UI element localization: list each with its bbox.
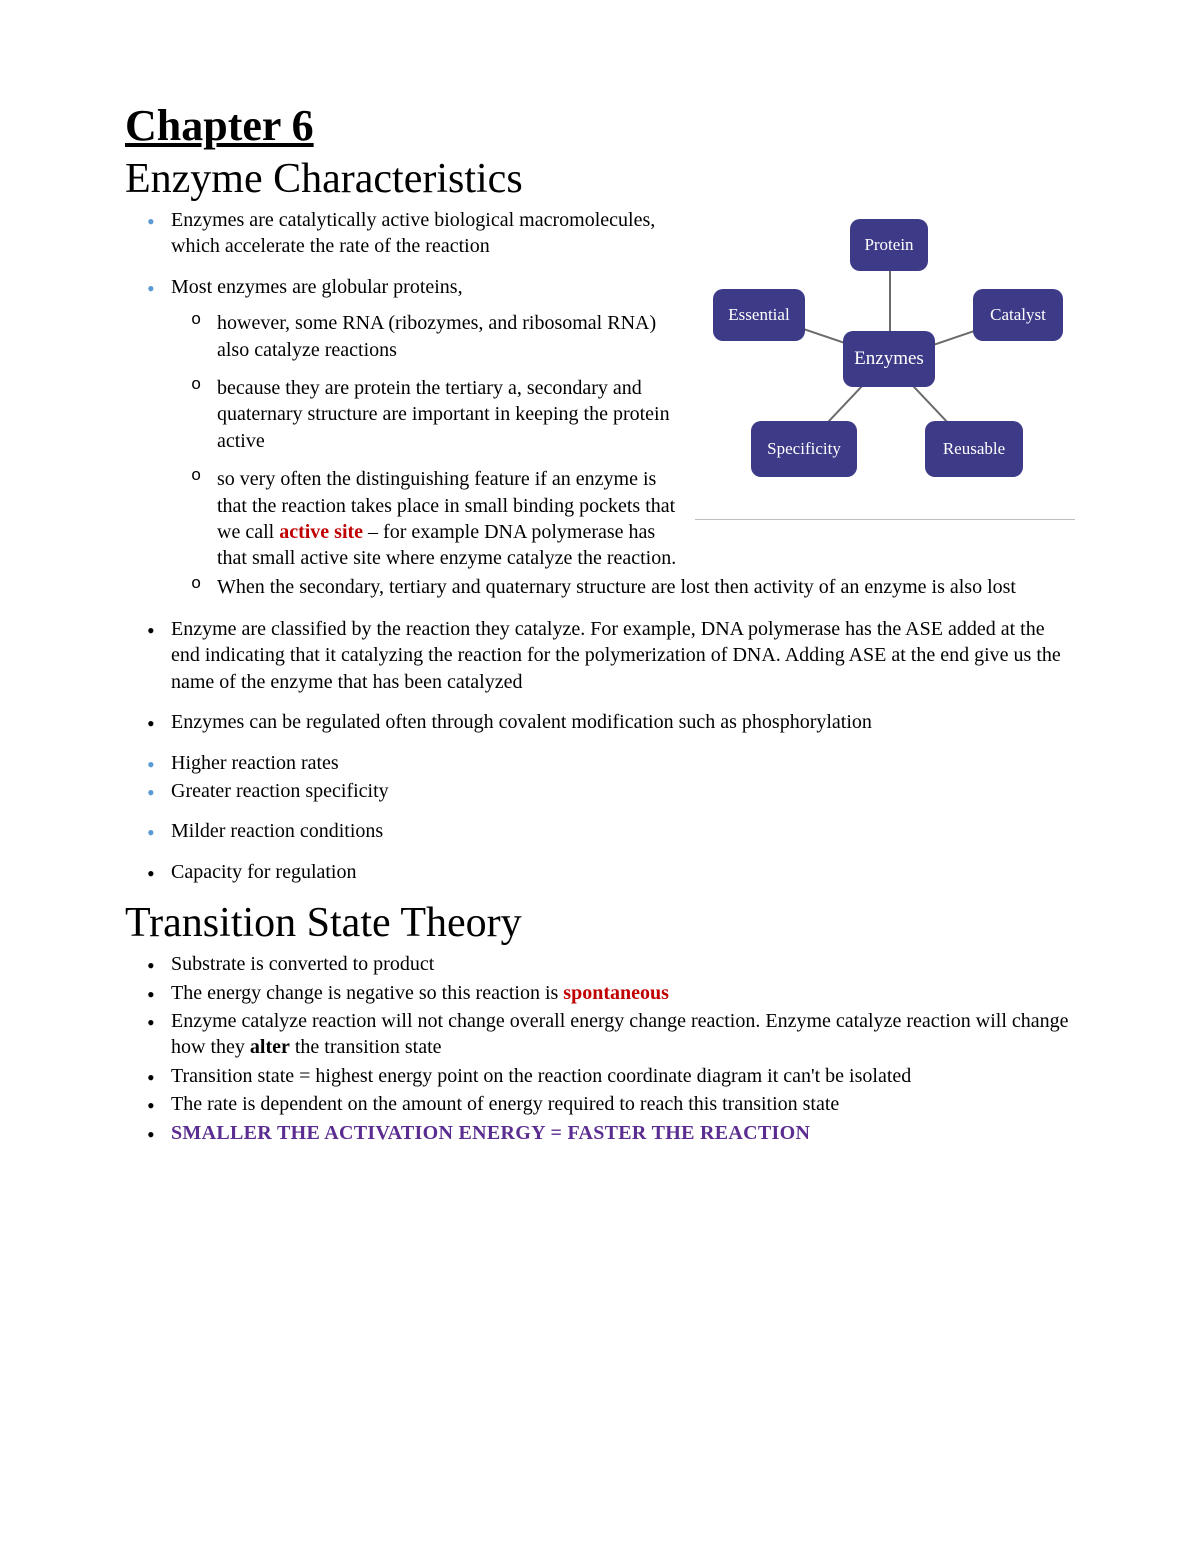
- list-item: Enzymes can be regulated often through c…: [171, 709, 1075, 749]
- section1-list: Enzymes are catalytically active biologi…: [125, 207, 1075, 899]
- sub-list-item: however, some RNA (ribozymes, and riboso…: [217, 310, 1075, 375]
- list-item: The rate is dependent on the amount of e…: [171, 1091, 1075, 1119]
- list-item: SMALLER THE ACTIVATION ENERGY = FASTER T…: [171, 1120, 1075, 1148]
- sub-list-item: because they are protein the tertiary a,…: [217, 375, 1075, 466]
- list-item: Enzymes are catalytically active biologi…: [171, 207, 1075, 274]
- section2-title: Transition State Theory: [125, 899, 1075, 947]
- list-item: Transition state = highest energy point …: [171, 1063, 1075, 1091]
- list-item: Enzyme catalyze reaction will not change…: [171, 1008, 1075, 1063]
- sub-list-item: so very often the distinguishing feature…: [217, 466, 1075, 574]
- page: Chapter 6 Enzyme Characteristics Enzymes…: [0, 0, 1200, 1228]
- list-item: Milder reaction conditions: [171, 818, 1075, 858]
- chapter-title: Chapter 6: [125, 100, 1075, 151]
- section1-content: EnzymesProteinEssentialCatalystSpecifici…: [125, 207, 1075, 899]
- section2-list: Substrate is converted to productThe ene…: [125, 951, 1075, 1148]
- section1-title: Enzyme Characteristics: [125, 155, 1075, 203]
- list-item: The energy change is negative so this re…: [171, 980, 1075, 1008]
- sub-list-item: When the secondary, tertiary and quatern…: [217, 574, 1075, 602]
- list-item: Capacity for regulation: [171, 859, 1075, 899]
- list-item: Greater reaction specificity: [171, 778, 1075, 818]
- sub-list: however, some RNA (ribozymes, and riboso…: [171, 310, 1075, 602]
- list-item: Higher reaction rates: [171, 750, 1075, 778]
- list-item: Most enzymes are globular proteins,howev…: [171, 274, 1075, 616]
- list-item: Enzyme are classified by the reaction th…: [171, 616, 1075, 709]
- list-item: Substrate is converted to product: [171, 951, 1075, 979]
